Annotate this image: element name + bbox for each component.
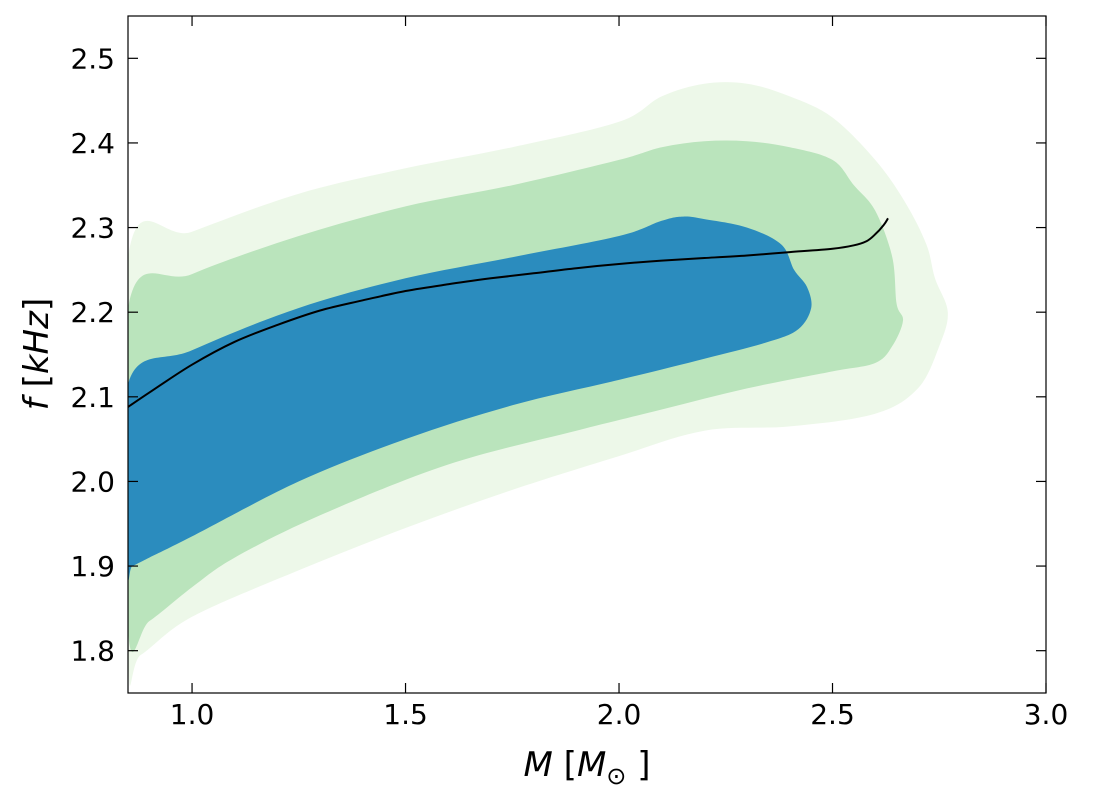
x-tick-label: 2.5 [810, 698, 855, 731]
y-tick-label: 2.5 [70, 42, 115, 75]
y-tick-label: 1.8 [70, 635, 115, 668]
region-inner [128, 216, 812, 580]
y-axis-label: f [kHz] [17, 298, 57, 410]
y-tick-label: 1.9 [70, 550, 115, 583]
y-axis: 1.8 1.9 2.0 2.1 2.2 2.3 2.4 2.5 [70, 42, 1046, 668]
y-tick-label: 2.3 [70, 212, 115, 245]
x-tick-label: 3.0 [1024, 698, 1069, 731]
x-axis-label: M [M⊙ ] [524, 745, 651, 790]
confidence-regions [128, 82, 948, 686]
x-tick-label: 2.0 [597, 698, 642, 731]
y-tick-label: 2.2 [70, 296, 115, 329]
y-tick-label: 2.1 [70, 381, 115, 414]
plot-frame [127, 15, 1047, 694]
x-axis: 1.0 1.5 2.0 2.5 3.0 [170, 16, 1068, 731]
x-tick-label: 1.0 [170, 698, 215, 731]
relation-curve [128, 217, 889, 408]
x-tick-label: 1.5 [383, 698, 428, 731]
y-tick-label: 2.0 [70, 465, 115, 498]
curve-line [128, 217, 889, 408]
y-tick-label: 2.4 [70, 127, 115, 160]
